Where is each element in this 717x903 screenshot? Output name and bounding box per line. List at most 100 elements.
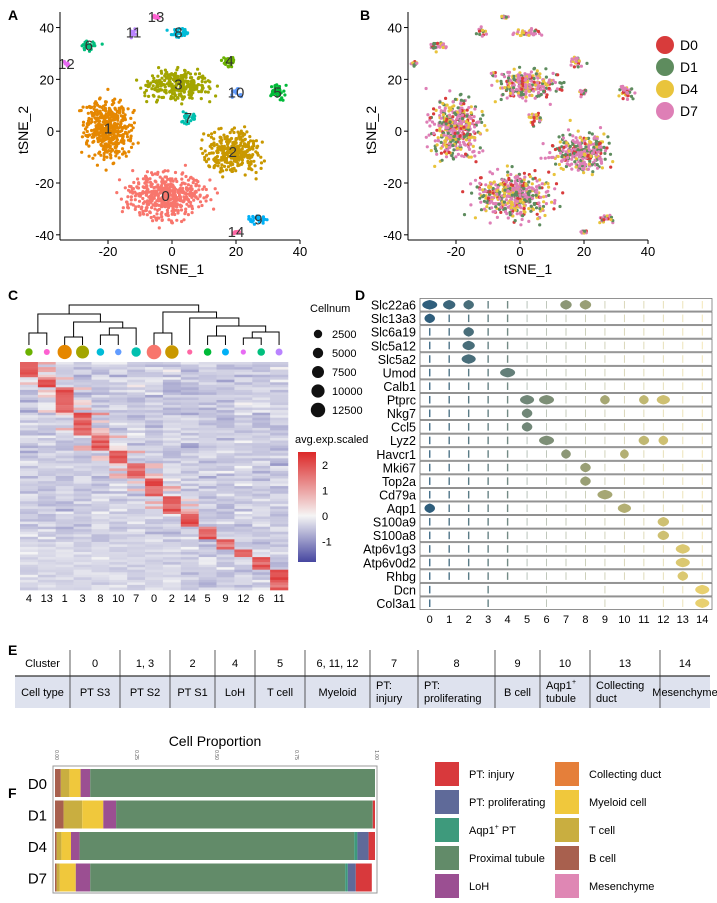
heatmap-cell — [109, 465, 128, 469]
heatmap-cell — [20, 394, 39, 398]
scatter-point — [434, 108, 438, 112]
heatmap-cell — [20, 506, 39, 510]
scatter-point — [467, 135, 471, 139]
scatter-point — [524, 83, 528, 87]
heatmap-cell — [37, 453, 57, 457]
dendrogram-link — [28, 332, 48, 345]
scatter-point — [605, 214, 609, 218]
heatmap-cell — [270, 400, 289, 403]
heatmap-cell — [216, 430, 235, 434]
scatter-point — [178, 196, 183, 201]
scatter-point — [509, 206, 513, 210]
heatmap-cell — [20, 374, 39, 378]
scatter-point — [433, 139, 437, 143]
scatter-point — [441, 45, 445, 50]
heatmap-cell — [20, 415, 39, 419]
scatter-point — [154, 180, 158, 184]
scatter-point — [245, 154, 249, 158]
heatmap-cell — [198, 574, 217, 578]
heatmap-cell — [216, 425, 235, 429]
scatter-point — [494, 205, 498, 209]
scatter-point — [180, 27, 185, 31]
heatmap-cell — [270, 453, 289, 457]
heatmap-cell — [91, 407, 110, 411]
heatmap-cell — [252, 448, 271, 451]
scatter-point — [86, 135, 90, 139]
scatter-point — [433, 45, 437, 50]
heatmap-cell — [145, 417, 164, 421]
scatter-point — [513, 219, 517, 223]
scatter-point — [149, 81, 153, 85]
scatter-point — [224, 168, 229, 172]
scatter-point — [465, 108, 469, 112]
heatmap-cell — [109, 417, 128, 421]
scatter-point — [591, 170, 595, 174]
heatmap-cell — [91, 519, 110, 522]
scatter-point — [231, 232, 235, 236]
scatter-point — [530, 93, 534, 98]
heatmap-cell — [198, 362, 217, 365]
heatmap-cell — [180, 435, 199, 439]
heatmap-cell — [162, 427, 182, 431]
heatmap-cell — [180, 369, 199, 373]
heatmap-cell — [127, 415, 146, 419]
heatmap-cell — [234, 460, 253, 464]
heatmap-cell — [270, 564, 289, 568]
heatmap-cell — [162, 400, 182, 403]
scatter-point — [520, 79, 525, 83]
scatter-point — [462, 154, 466, 159]
heatmap-cell — [127, 552, 146, 555]
scatter-point — [537, 90, 541, 95]
heatmap-cell — [162, 486, 182, 489]
scatter-point — [544, 82, 548, 86]
scatter-point — [222, 164, 227, 168]
scatter-point — [443, 106, 447, 110]
scatter-point — [584, 162, 588, 167]
heatmap-cell — [216, 372, 235, 375]
scatter-point — [448, 136, 452, 140]
scatter-point — [156, 74, 160, 78]
scatter-point — [592, 142, 596, 146]
heatmap-cell — [198, 453, 217, 457]
heatmap-cell — [234, 508, 253, 512]
heatmap-cell — [127, 476, 146, 479]
scatter-point — [460, 154, 464, 158]
scatter-point — [208, 87, 212, 91]
heatmap-cell — [91, 476, 110, 479]
scatter-point — [548, 102, 552, 106]
scatter-point — [490, 195, 494, 199]
scatter-point — [129, 185, 133, 189]
heatmap-cell — [145, 468, 164, 472]
scatter-point — [197, 75, 201, 80]
heatmap-cell — [91, 435, 110, 439]
scatter-point — [560, 155, 564, 159]
heatmap-cell — [216, 440, 235, 444]
scatter-point — [600, 166, 605, 170]
cluster-label: 5 — [273, 84, 281, 101]
heatmap-cell — [252, 577, 271, 581]
heatmap-cell — [109, 473, 128, 477]
cellnum-dot-0 — [146, 344, 162, 360]
heatmap-cell — [127, 438, 146, 441]
scatter-point — [106, 87, 110, 91]
heatmap-cell — [145, 438, 164, 441]
heatmap-cell — [20, 422, 39, 426]
heatmap-cell — [252, 379, 271, 383]
heatmap-cell — [162, 412, 182, 416]
heatmap-cell — [91, 554, 110, 558]
scatter-point — [122, 141, 126, 145]
heatmap-cell — [20, 574, 39, 578]
heatmap-cell — [216, 508, 235, 512]
heatmap-cell — [252, 516, 271, 520]
dendrogram — [28, 304, 280, 345]
heatmap-cell — [270, 473, 289, 477]
scatter-point — [451, 157, 456, 161]
scatter-point — [80, 135, 84, 139]
heatmap-cell — [252, 552, 271, 555]
heatmap-cell — [270, 519, 289, 522]
heatmap-cell — [145, 544, 164, 548]
scatter-point — [108, 152, 112, 156]
scatter-point — [227, 147, 231, 151]
heatmap-cell — [180, 506, 199, 510]
scatter-point — [508, 213, 512, 217]
